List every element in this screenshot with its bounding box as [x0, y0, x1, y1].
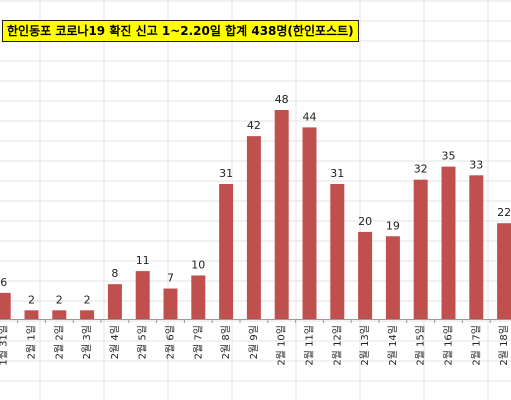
bar-value-label: 11	[136, 254, 150, 267]
bar-value-label: 19	[386, 219, 400, 232]
bar-value-label: 33	[469, 158, 483, 171]
category-tick-label: 2월 11일	[304, 325, 316, 366]
bar	[163, 288, 178, 319]
category-tick-label: 2월 17일	[470, 325, 482, 366]
bar	[497, 223, 511, 319]
category-tick-label: 2월 12일	[331, 325, 343, 366]
category-tick-label: 2월 7일	[192, 325, 204, 359]
category-tick-label: 2월 18일	[498, 325, 510, 366]
category-tick-label: 2월 5일	[137, 325, 149, 359]
category-tick-label: 2월 3일	[81, 325, 93, 359]
bar-value-label: 6	[0, 276, 7, 289]
bar-value-label: 2	[84, 293, 91, 306]
bar	[246, 136, 261, 319]
category-tick-label: 2월 9일	[248, 325, 260, 359]
category-tick-label: 2월 13일	[359, 325, 371, 366]
bar-value-label: 22	[497, 206, 511, 219]
bar-value-label: 2	[28, 293, 35, 306]
chart-title: 한인동포 코로나19 확진 신고 1~2.20일 합계 438명(한인포스트)	[2, 20, 359, 42]
bar	[469, 175, 484, 319]
bar	[330, 184, 345, 319]
category-tick-label: 2월 1일	[26, 325, 38, 359]
bar	[274, 110, 289, 319]
bar	[191, 275, 206, 319]
bar	[80, 310, 95, 319]
bar	[413, 179, 428, 319]
bar	[441, 166, 456, 319]
bar	[385, 236, 400, 319]
category-tick-label: 2월 4일	[109, 325, 121, 359]
category-tick-label: 2월 2일	[53, 325, 65, 359]
bar-value-label: 31	[219, 167, 233, 180]
bar-value-label: 7	[167, 272, 174, 285]
bar-value-label: 31	[330, 167, 344, 180]
bar	[52, 310, 67, 319]
bar-value-label: 44	[303, 110, 317, 123]
bar-value-label: 2	[56, 293, 63, 306]
bar	[135, 271, 150, 319]
bar-value-label: 32	[414, 163, 428, 176]
bar	[24, 310, 39, 319]
bar-value-label: 42	[247, 119, 261, 132]
bar-value-label: 48	[275, 93, 289, 106]
bar	[358, 231, 373, 319]
bar-value-label: 35	[442, 150, 456, 163]
category-tick-label: 2월 10일	[276, 325, 288, 366]
category-tick-label: 2월 6일	[165, 325, 177, 359]
category-tick-label: 2월 16일	[443, 325, 455, 366]
category-tick-label: 2월 8일	[220, 325, 232, 359]
bar	[219, 184, 234, 319]
category-tick-label: 2월 14일	[387, 325, 399, 366]
bar-value-label: 10	[191, 258, 205, 271]
bar	[0, 292, 11, 319]
category-tick-label: 1월 31일	[0, 325, 10, 366]
bar	[107, 284, 122, 319]
bar	[302, 127, 317, 320]
bar-value-label: 20	[358, 215, 372, 228]
bar-value-label: 8	[111, 267, 118, 280]
category-tick-label: 2월 15일	[415, 325, 427, 366]
